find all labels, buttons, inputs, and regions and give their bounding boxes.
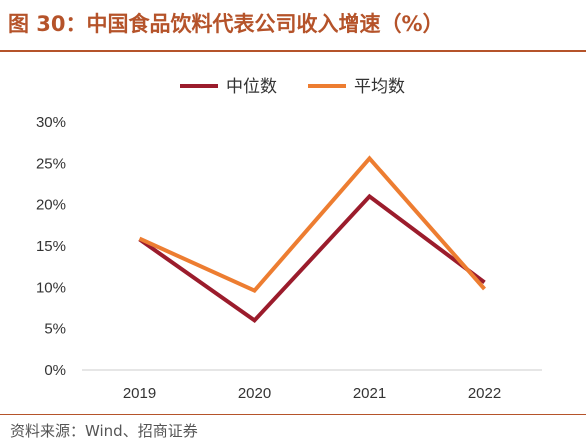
series-line-median [138,193,486,324]
y-tick-label: 5% [44,321,66,338]
x-tick-label: 2020 [238,385,271,402]
y-tick-label: 10% [36,279,66,296]
x-axis-ticks: 2019 2020 2021 2022 [123,385,501,402]
y-tick-label: 0% [44,362,66,379]
x-tick-label: 2021 [353,385,386,402]
chart-legend: 中位数 平均数 [180,77,405,96]
x-tick-label: 2019 [123,385,156,402]
title-divider [0,50,586,52]
footer-divider [0,414,586,415]
series-line-average [138,155,487,294]
legend-label-average: 平均数 [354,77,405,96]
chart-title: 图 30：中国食品饮料代表公司收入增速（%） [8,12,444,36]
y-axis-ticks: 0% 5% 10% 15% 20% 25% 30% [36,114,66,379]
y-tick-label: 15% [36,238,66,255]
y-tick-label: 25% [36,155,66,172]
y-tick-label: 30% [36,114,66,131]
x-tick-label: 2022 [468,385,501,402]
line-chart: 中位数 平均数 0% 5% 10% 15% 20% 25% 30% 2019 2020 2021… [36,77,542,402]
source-note: 资料来源：Wind、招商证券 [10,422,198,440]
legend-label-median: 中位数 [226,77,277,96]
y-tick-label: 20% [36,197,66,214]
